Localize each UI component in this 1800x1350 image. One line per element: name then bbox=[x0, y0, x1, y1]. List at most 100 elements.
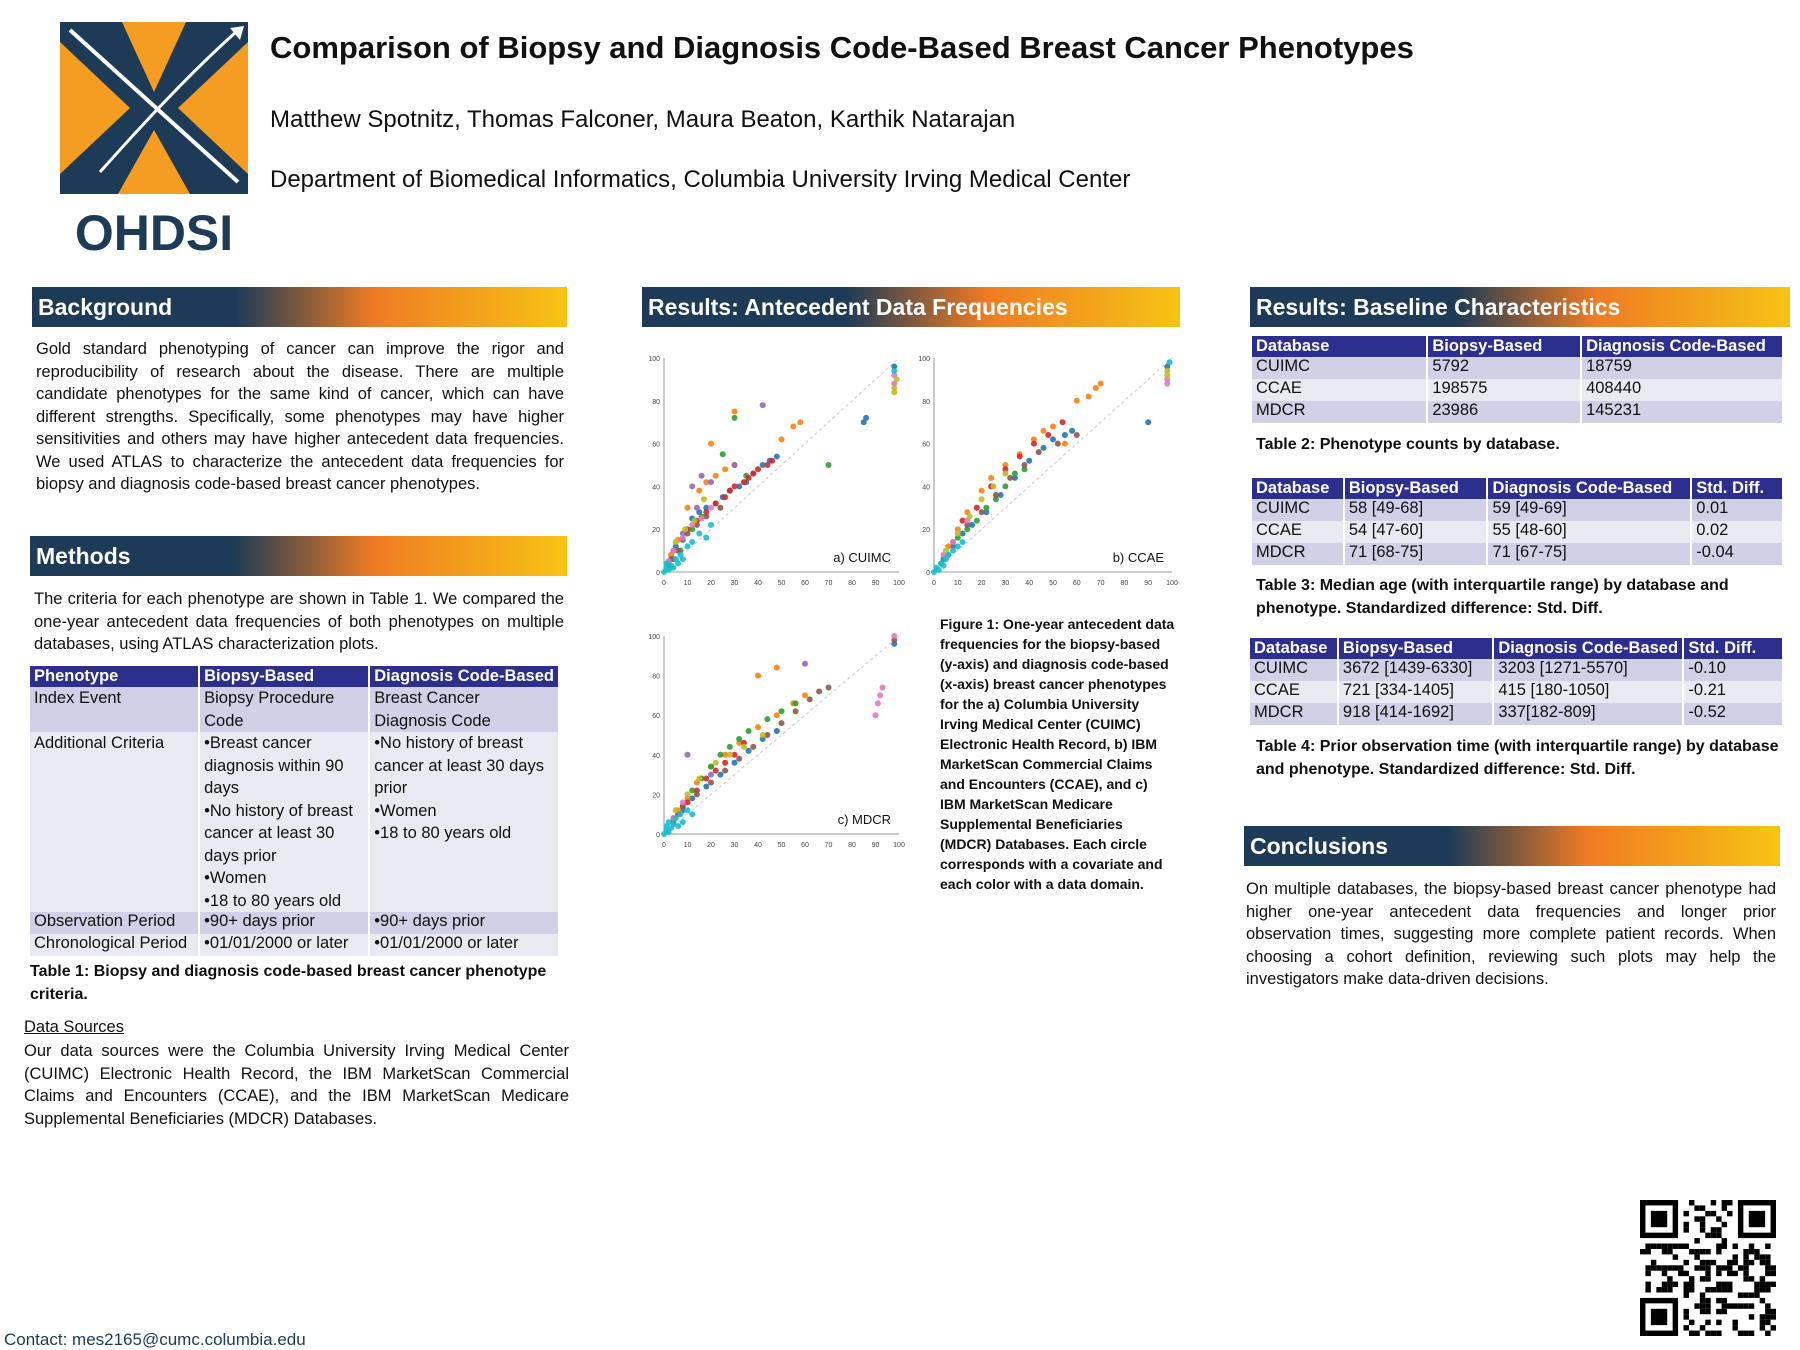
data-point bbox=[778, 708, 785, 715]
data-point bbox=[675, 560, 682, 567]
x-tick-label: 100 bbox=[893, 580, 905, 587]
conclusions-text: On multiple databases, the biopsy-based … bbox=[1246, 880, 1776, 988]
chart-title: b) CCAE bbox=[1113, 550, 1165, 565]
table-row: Additional Criteria •Breast cancer diagn… bbox=[30, 732, 560, 912]
figure1-caption: Figure 1: One-year antecedent data frequ… bbox=[940, 616, 1175, 892]
table-cell: Breast Cancer Diagnosis Code bbox=[369, 687, 560, 732]
table-cell: 55 [48-60] bbox=[1487, 521, 1693, 543]
methods-text: The criteria for each phenotype are show… bbox=[34, 590, 564, 653]
table1-header: Diagnosis Code-Based bbox=[369, 666, 560, 687]
table-row: CUIMC 5792 18759 bbox=[1252, 357, 1784, 379]
table-cell: •01/01/2000 or later bbox=[369, 934, 560, 956]
x-tick-label: 60 bbox=[801, 580, 809, 587]
y-tick-label: 40 bbox=[652, 484, 660, 491]
table-cell: •01/01/2000 or later bbox=[199, 934, 371, 956]
table-cell: 918 [414-1692] bbox=[1337, 703, 1495, 725]
table4-header: Std. Diff. bbox=[1683, 638, 1784, 659]
results-frequencies-heading: Results: Antecedent Data Frequencies bbox=[642, 287, 1180, 327]
contact-email[interactable]: Contact: mes2165@cumc.columbia.edu bbox=[4, 1330, 306, 1349]
x-tick-label: 70 bbox=[825, 580, 833, 587]
data-point bbox=[773, 664, 780, 671]
table-cell: 3203 [1271-5570] bbox=[1493, 659, 1685, 681]
table1-caption: Table 1: Biopsy and diagnosis code-based… bbox=[30, 963, 547, 1003]
data-point bbox=[879, 684, 886, 691]
table3-header: Database bbox=[1252, 478, 1345, 499]
data-point bbox=[731, 483, 738, 490]
identity-line bbox=[663, 635, 900, 835]
data-point bbox=[1002, 462, 1009, 468]
table-cell: •No history of breast cancer at least 30… bbox=[369, 732, 560, 912]
table-cell: Chronological Period bbox=[30, 934, 201, 956]
data-point bbox=[954, 526, 961, 533]
data-point bbox=[722, 466, 729, 473]
table-cell: 3672 [1439-6330] bbox=[1337, 659, 1495, 681]
table-3: Database Biopsy-Based Diagnosis Code-Bas… bbox=[1252, 478, 1784, 565]
data-point bbox=[891, 367, 898, 374]
data-sources-text: Our data sources were the Columbia Unive… bbox=[24, 1042, 569, 1128]
x-tick-label: 50 bbox=[778, 580, 786, 587]
data-point bbox=[1011, 470, 1018, 477]
data-point bbox=[745, 728, 752, 735]
y-tick-label: 40 bbox=[652, 753, 660, 760]
data-point bbox=[1164, 372, 1171, 379]
identity-line bbox=[933, 357, 1173, 573]
data-point bbox=[708, 521, 714, 528]
table-cell: 23986 bbox=[1427, 401, 1583, 423]
data-point bbox=[708, 771, 714, 778]
data-point bbox=[790, 423, 797, 430]
data-point bbox=[1040, 427, 1047, 434]
table-cell: MDCR bbox=[1252, 401, 1429, 423]
data-point bbox=[969, 521, 976, 528]
data-point bbox=[722, 494, 729, 501]
data-point bbox=[997, 491, 1004, 498]
data-point bbox=[759, 732, 766, 738]
table-cell: CUIMC bbox=[1250, 659, 1339, 681]
data-point bbox=[703, 513, 710, 520]
data-point bbox=[959, 530, 966, 537]
data-point bbox=[806, 696, 813, 703]
data-point bbox=[731, 751, 738, 758]
data-point bbox=[959, 517, 966, 524]
x-tick-label: 80 bbox=[848, 580, 856, 587]
data-point bbox=[1059, 419, 1066, 426]
table-1: Phenotype Biopsy-Based Diagnosis Code-Ba… bbox=[30, 666, 560, 956]
data-point bbox=[759, 402, 766, 409]
data-point bbox=[740, 743, 747, 750]
data-point bbox=[677, 811, 684, 818]
qr-code-icon[interactable] bbox=[1640, 1200, 1776, 1336]
table2-header: Diagnosis Code-Based bbox=[1581, 336, 1784, 357]
data-point bbox=[966, 513, 973, 520]
data-point bbox=[712, 767, 719, 774]
data-point bbox=[745, 474, 752, 481]
x-tick-label: 10 bbox=[684, 842, 692, 849]
data-point bbox=[726, 743, 733, 750]
data-point bbox=[1061, 432, 1068, 439]
data-point bbox=[1164, 376, 1171, 383]
data-point bbox=[759, 462, 766, 468]
x-tick-label: 0 bbox=[662, 842, 666, 849]
chart-title: c) MDCR bbox=[838, 812, 891, 827]
data-point bbox=[717, 504, 724, 511]
data-point bbox=[990, 483, 997, 490]
data-point bbox=[691, 517, 698, 524]
table3-caption: Table 3: Median age (with interquartile … bbox=[1256, 577, 1729, 617]
data-point bbox=[736, 483, 743, 490]
data-point bbox=[893, 376, 900, 383]
data-point bbox=[792, 700, 799, 707]
table3-header: Biopsy-Based bbox=[1343, 478, 1489, 499]
data-point bbox=[689, 539, 696, 546]
data-point bbox=[792, 708, 799, 715]
data-point bbox=[755, 724, 761, 731]
x-tick-label: 20 bbox=[707, 842, 715, 849]
chart-title: a) CUIMC bbox=[833, 550, 891, 565]
data-point bbox=[988, 474, 995, 481]
data-point bbox=[740, 479, 747, 486]
table-cell: 54 [47-60] bbox=[1343, 521, 1489, 543]
x-tick-label: 40 bbox=[754, 842, 762, 849]
y-tick-label: 0 bbox=[656, 570, 660, 577]
data-point bbox=[1026, 457, 1033, 464]
table-cell: 145231 bbox=[1581, 401, 1784, 423]
data-point bbox=[802, 660, 808, 667]
data-point bbox=[726, 751, 733, 758]
table-cell: 415 [180-1050] bbox=[1493, 681, 1685, 703]
